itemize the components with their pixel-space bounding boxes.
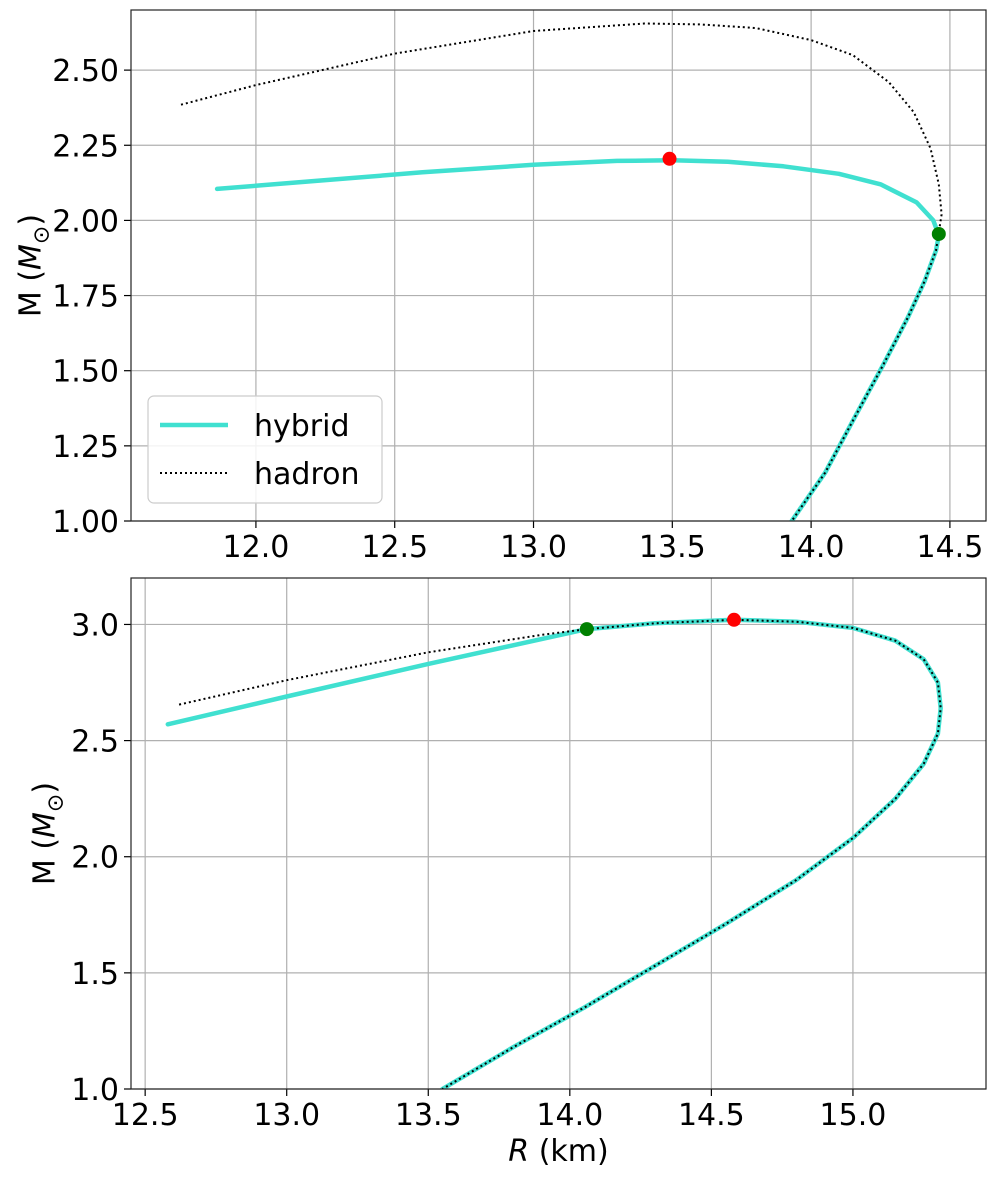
plot-frame (130, 577, 987, 1090)
green-marker (931, 226, 946, 241)
x-tick-label: 15.0 (820, 1098, 887, 1133)
y-tick-label: 2.25 (52, 129, 119, 164)
x-tick-label: 13.0 (500, 530, 567, 565)
x-axis-label: R (km) (508, 1134, 608, 1169)
green-marker (579, 622, 594, 637)
x-tick-label: 14.5 (678, 1098, 745, 1133)
x-tick-label: 12.5 (361, 530, 428, 565)
x-tick-label: 13.0 (253, 1098, 320, 1133)
y-tick-label: 1.00 (52, 505, 119, 540)
y-axis-label: M (M⊙) (28, 782, 69, 885)
y-axis-label-symbol: M (28, 812, 63, 838)
y-tick-label: 1.75 (52, 280, 119, 315)
chart-panel-2: 12.5 13.0 13.5 14.0 14.5 15.0 1.0 1.5 2.0 2.5 3.0 M… (28, 577, 987, 1169)
y-tick-label: 1.25 (52, 430, 119, 465)
x-axis-label-symbol: R (508, 1134, 529, 1169)
red-marker (662, 151, 677, 166)
y-tick-label: 2.0 (71, 841, 119, 876)
x-tick-label: 14.0 (536, 1098, 603, 1133)
series-hadron (180, 22, 943, 521)
y-tick-label: 3.0 (71, 608, 119, 643)
y-tick-label: 2.50 (52, 54, 119, 89)
y-tick-label: 2.00 (52, 204, 119, 239)
y-tick-label: 1.0 (71, 1073, 119, 1108)
x-tick-label: 12.0 (223, 530, 290, 565)
plot-area (180, 22, 943, 521)
legend-label-hybrid: hybrid (254, 409, 350, 444)
y-axis-label-text: M ( (28, 838, 63, 885)
y-tick-label: 1.50 (52, 355, 119, 390)
x-tick-label: 14.5 (917, 530, 984, 565)
y-axis-label: M (M⊙) (14, 214, 55, 317)
legend: hybrid hadron (147, 395, 383, 504)
x-tick-label: 13.5 (395, 1098, 462, 1133)
y-axis-label-subscript: ⊙ (30, 226, 55, 244)
series-hadron (178, 618, 942, 1089)
y-tick-label: 1.5 (71, 957, 119, 992)
x-axis-label-unit: (km) (529, 1134, 609, 1169)
y-axis-label-subscript: ⊙ (44, 794, 69, 812)
x-tick-label: 14.0 (778, 530, 845, 565)
y-axis-label-symbol: M (14, 244, 49, 270)
red-marker (727, 612, 742, 627)
series-hybrid (214, 158, 942, 521)
chart-panel-1: 12.0 12.5 13.0 13.5 14.0 14.5 1.00 1.25 1.50 1.75… (14, 9, 987, 565)
legend-label-hadron: hadron (254, 457, 359, 492)
y-axis-label-text: M ( (14, 270, 49, 317)
x-tick-label: 13.5 (639, 530, 706, 565)
plot-frame (130, 9, 987, 522)
x-tick-label: 12.5 (112, 1098, 179, 1133)
y-axis-label-close: ) (28, 782, 63, 794)
y-axis-label-close: ) (14, 214, 49, 226)
series-hybrid (165, 617, 943, 1089)
plot-area (165, 617, 943, 1089)
y-tick-label: 2.5 (71, 725, 119, 760)
